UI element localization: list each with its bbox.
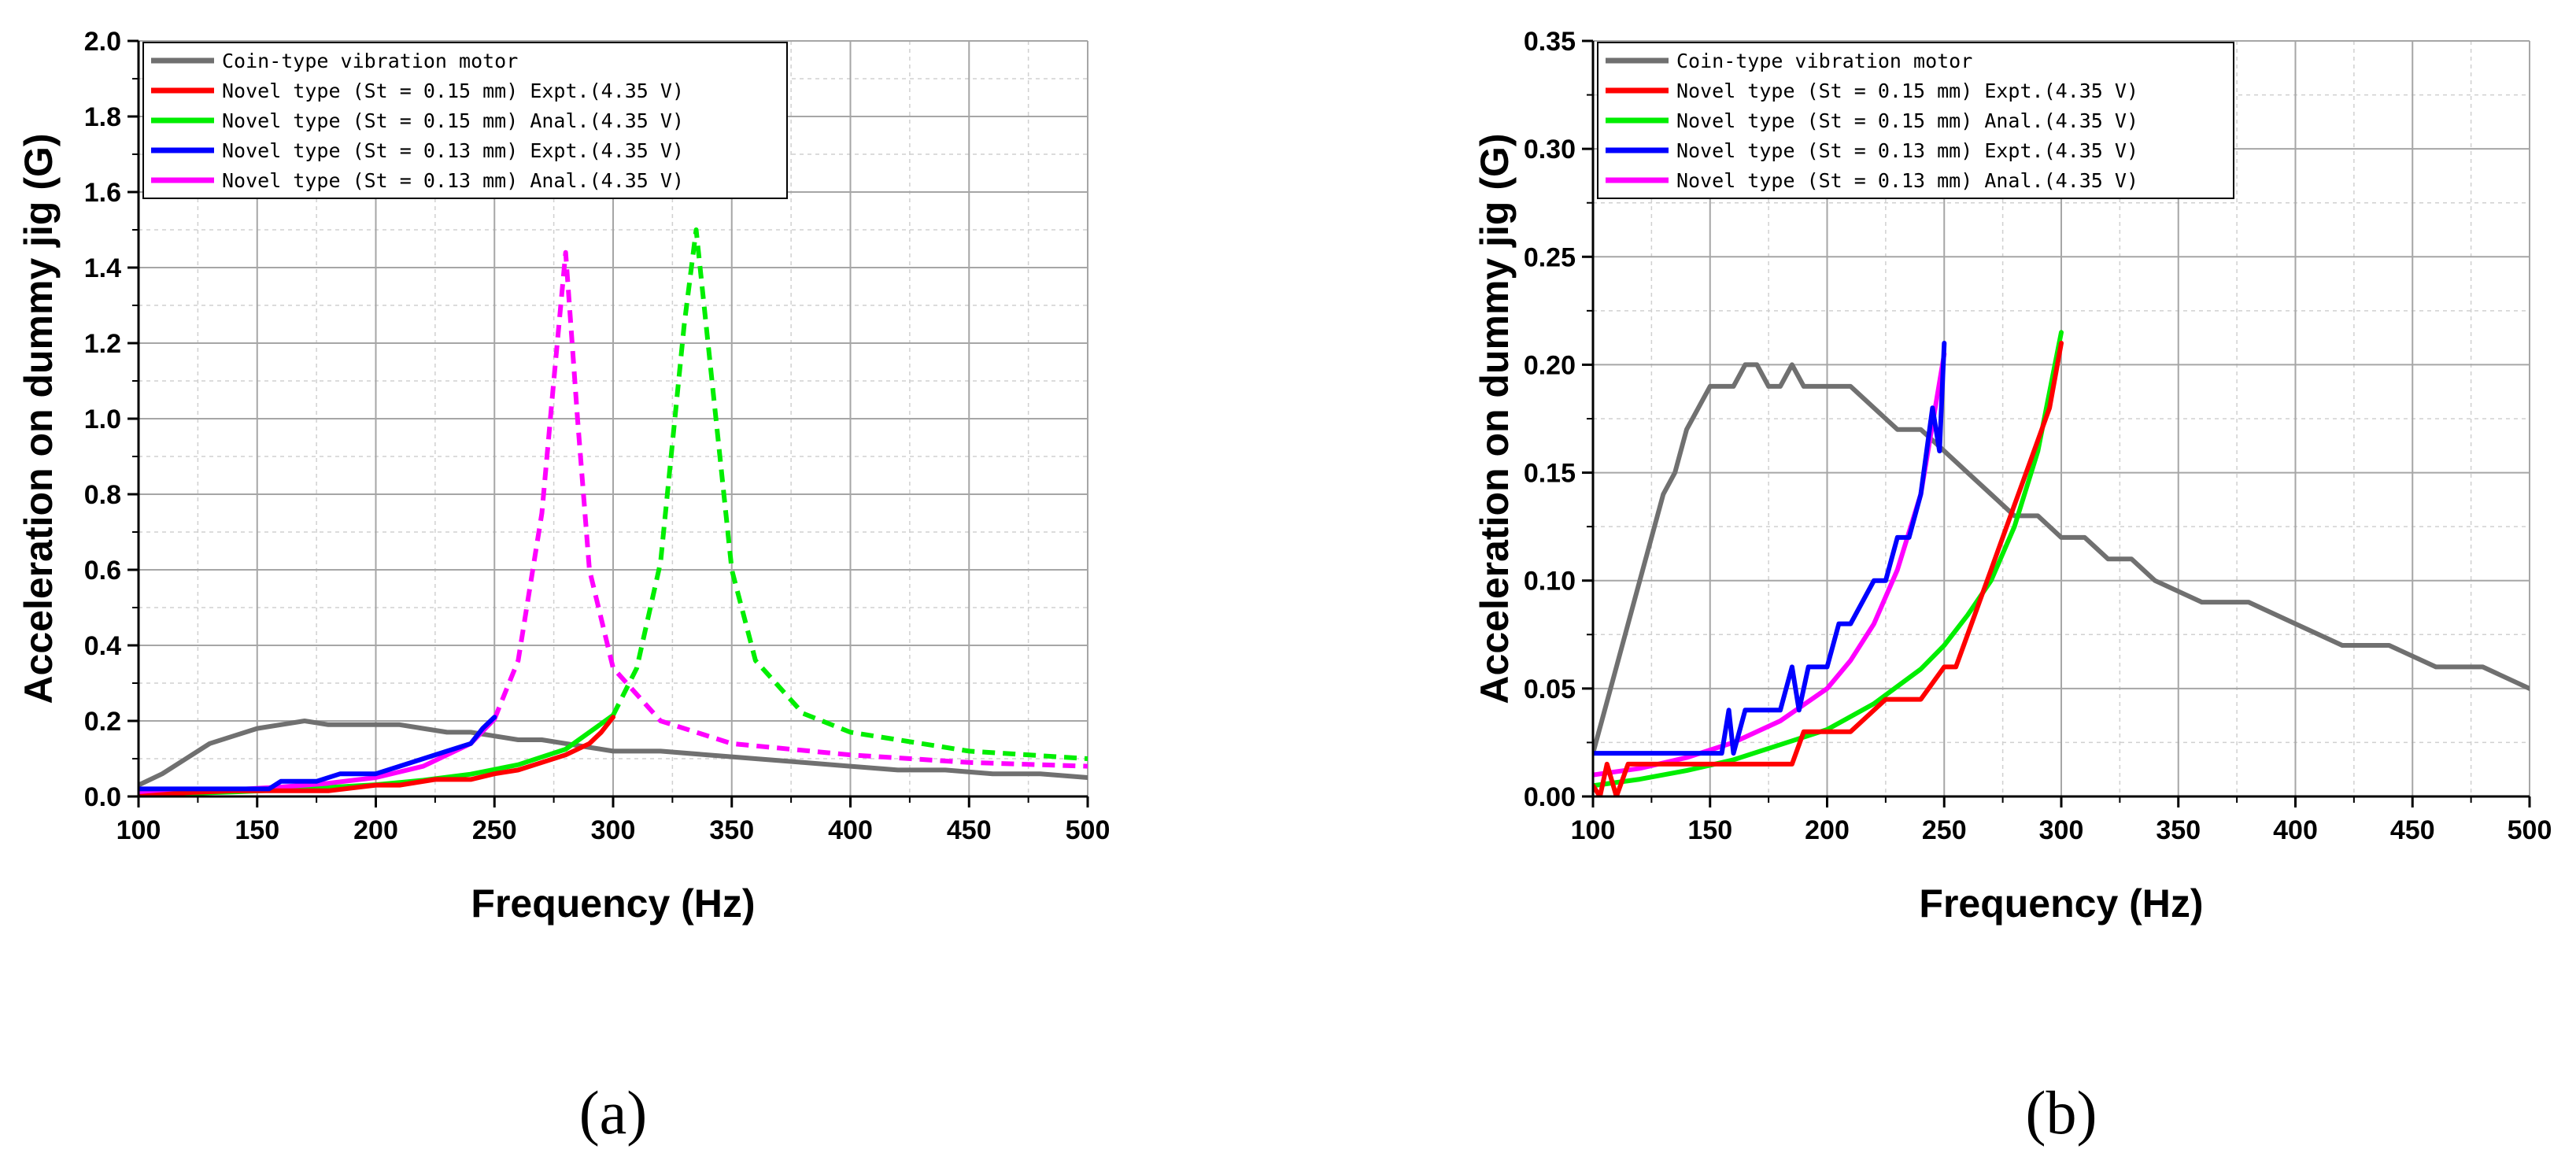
y-tick-label: 0.35 [1524,27,1576,57]
x-axis-label: Frequency (Hz) [1919,881,2203,926]
legend-box [142,42,788,199]
x-axis-label: Frequency (Hz) [471,881,755,926]
series-line-1 [1593,341,2064,796]
x-tick-label: 150 [235,815,279,845]
series-line-3 [139,715,497,792]
y-tick-label: 0.2 [84,707,121,737]
legend-label-0: Coin-type vibration motor [222,50,518,72]
series-line-2 [1593,330,2064,789]
y-tick-label: 1.8 [84,102,121,132]
chart-b: 100 150 200 250 300 350 400 450 500 0.00 0.05 0.10 0… [1473,27,2552,1147]
y-axis-label: Acceleration on dummy jig (G) [17,133,61,704]
y-tick-label: 1.2 [84,329,121,359]
x-tick-label: 300 [591,815,636,845]
legend-label-3: Novel type (St = 0.13 mm) Expt.(4.35 V) [222,139,684,162]
y-tick-label: 0.6 [84,556,121,586]
x-tick-label: 500 [1066,815,1111,845]
x-tick-label: 250 [1922,815,1967,845]
x-tick-label: 200 [1805,815,1850,845]
y-tick-label: 0.05 [1524,674,1576,704]
x-tick-label: 300 [2039,815,2084,845]
legend: Coin-type vibration motor Novel type (St … [1597,42,2234,199]
x-tick-label: 150 [1687,815,1732,845]
y-tick-label: 1.4 [84,253,121,283]
y-tick-label: 0.25 [1524,242,1576,272]
series-line-4-dashed [492,249,1088,769]
y-tick-label: 0.00 [1524,782,1576,812]
y-tick-label: 1.0 [84,405,121,434]
series-line-0 [1593,362,2530,756]
series-line-0 [139,719,1088,788]
x-tick-label: 200 [353,815,398,845]
legend-box [1597,42,2234,199]
x-tick-label: 500 [2508,815,2552,845]
x-tick-label: 100 [1571,815,1616,845]
legend-label-4: Novel type (St = 0.13 mm) Anal.(4.35 V) [222,169,684,192]
x-tick-label: 450 [2390,815,2435,845]
y-tick-label: 0.20 [1524,350,1576,380]
x-tick-label: 100 [116,815,161,845]
legend-label-4: Novel type (St = 0.13 mm) Anal.(4.35 V) [1676,169,2138,192]
series-line-4 [1593,351,1947,778]
legend-label-3: Novel type (St = 0.13 mm) Expt.(4.35 V) [1676,139,2138,162]
legend-label-0: Coin-type vibration motor [1676,50,1972,72]
legend-label-1: Novel type (St = 0.15 mm) Expt.(4.35 V) [222,79,684,102]
series-group [1593,330,2530,796]
series-line-2-dashed [611,227,1088,761]
x-tick-label: 450 [947,815,992,845]
y-tick-label: 0.10 [1524,567,1576,597]
x-tick-label: 400 [828,815,873,845]
y-tick-label: 1.6 [84,178,121,208]
y-tick-label: 0.30 [1524,135,1576,164]
x-tick-label: 350 [709,815,754,845]
legend-label-2: Novel type (St = 0.15 mm) Anal.(4.35 V) [1676,109,2138,132]
y-tick-label: 0.4 [84,631,121,661]
panel-label: (a) [579,1078,648,1147]
legend-label-1: Novel type (St = 0.15 mm) Expt.(4.35 V) [1676,79,2138,102]
chart-a: 100 150 200 250 300 350 400 450 500 0.0 0.2 0.4 0.6 0… [17,27,1110,1147]
panel-label: (b) [2026,1078,2097,1147]
x-tick-label: 250 [472,815,517,845]
x-tick-label: 400 [2273,815,2318,845]
x-tick-label: 350 [2156,815,2201,845]
y-tick-label: 0.8 [84,480,121,510]
series-line-3 [1593,341,1947,756]
series-group [139,227,1088,796]
y-tick-label: 0.15 [1524,459,1576,489]
legend: Coin-type vibration motor Novel type (St … [142,42,788,199]
legend-label-2: Novel type (St = 0.15 mm) Anal.(4.35 V) [222,109,684,132]
y-axis-label: Acceleration on dummy jig (G) [1473,133,1517,704]
y-tick-label: 2.0 [84,27,121,57]
y-tick-label: 0.0 [84,782,121,812]
